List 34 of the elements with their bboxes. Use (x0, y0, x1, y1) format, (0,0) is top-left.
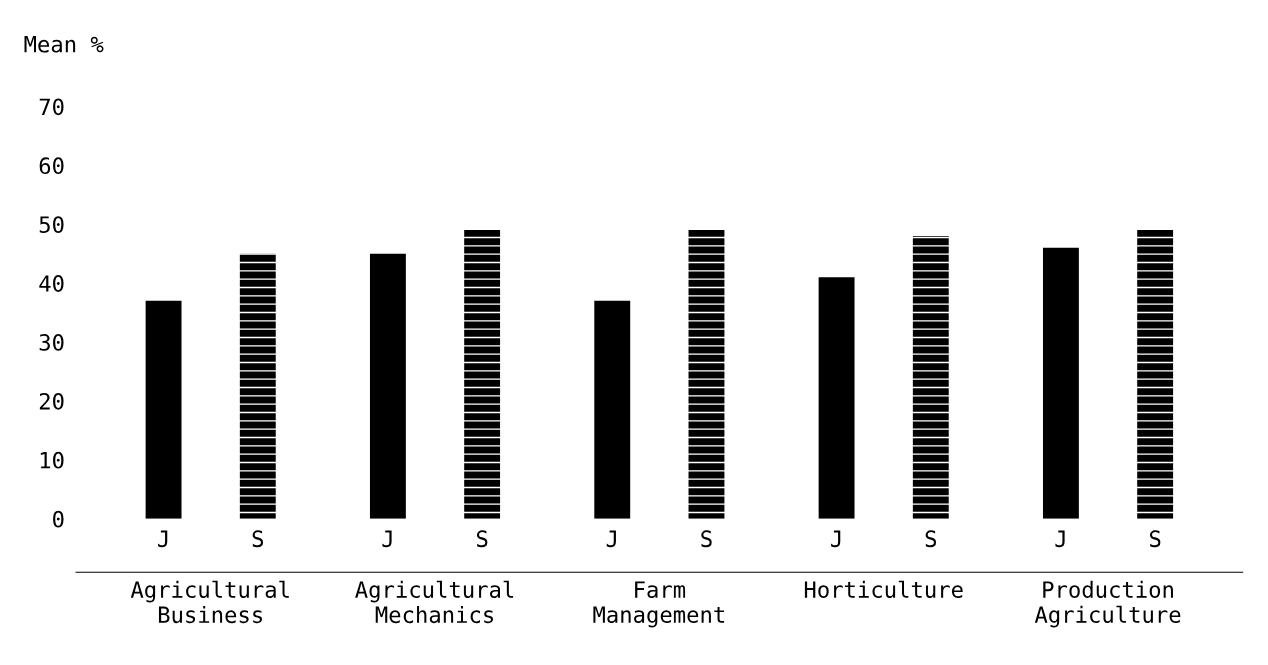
bar (912, 235, 949, 519)
x-tick-label: Farm Management (593, 581, 725, 628)
text: S (701, 530, 712, 548)
y-tick-label: 40 (39, 275, 64, 292)
y-tick-label: 10 (40, 451, 64, 469)
bar (594, 300, 631, 519)
bar (1137, 230, 1174, 519)
series-label: J (158, 530, 168, 548)
bar (239, 253, 276, 519)
text: J (831, 530, 841, 548)
y-tick-label: 20 (39, 392, 64, 410)
bar (1042, 247, 1079, 519)
y-tick-label: 70 (39, 98, 64, 116)
bar (369, 253, 406, 519)
text: J (606, 530, 616, 548)
text: S (1149, 530, 1161, 548)
bar (818, 277, 855, 519)
x-tick-label: Agricultural Mechanics (355, 580, 514, 624)
x-tick-label: Agricultural Business (130, 580, 289, 624)
x-tick-label: Production Agriculture (1034, 580, 1181, 628)
y-tick-label: 0 (53, 510, 64, 528)
bar (145, 300, 182, 519)
y-tick-label: 60 (39, 157, 64, 175)
series-label: S (252, 530, 264, 548)
text: S (925, 530, 937, 548)
text: J (1055, 530, 1065, 548)
y-axis-title: Mean % (24, 36, 104, 53)
text: S (476, 530, 488, 548)
y-tick-label: 30 (39, 334, 64, 351)
x-tick-label: Horticulture (804, 580, 963, 598)
bar (464, 230, 501, 519)
bar (688, 230, 725, 519)
text: J (382, 530, 392, 548)
y-tick-label: 50 (39, 216, 64, 234)
